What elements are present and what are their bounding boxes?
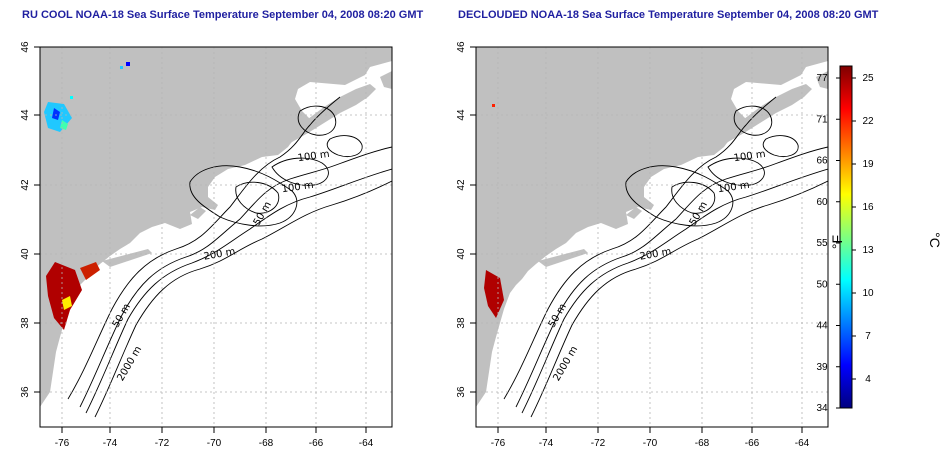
lat-tick-label: 46 (456, 41, 467, 53)
right-grid (476, 47, 828, 427)
isobath-label: 50 m (688, 200, 710, 228)
isobath-label: 2000 m (551, 344, 580, 383)
fahrenheit-tick: 34 (816, 403, 828, 414)
colorbar-celsius-ticks: 25 22 19 16 13 10 7 4 (852, 73, 874, 385)
lon-tick-label: -64 (359, 438, 374, 449)
fahrenheit-tick: 60 (816, 197, 828, 208)
lat-tick-label: 36 (20, 386, 31, 398)
lon-tick-label: -68 (695, 438, 710, 449)
isobath-label: 100 m (717, 180, 750, 195)
fahrenheit-tick: 39 (816, 362, 828, 373)
lon-tick-label: -76 (55, 438, 70, 449)
colorbar: 77 71 66 60 55 50 44 39 34 25 22 19 16 13 10 7 4 °F °C (816, 65, 943, 414)
right-map-frame (475, 46, 829, 428)
isobath-label: 100 m (281, 180, 314, 195)
lon-tick-label: -64 (795, 438, 810, 449)
isobath-label: 200 m (639, 246, 672, 262)
celsius-tick: 22 (862, 116, 874, 127)
lat-tick-label: 36 (456, 386, 467, 398)
left-map-frame (39, 46, 393, 428)
celsius-tick: 25 (862, 73, 874, 84)
left-map-title: RU COOL NOAA-18 Sea Surface Temperature … (22, 9, 424, 21)
fahrenheit-label: °F (829, 235, 845, 249)
left-grid (40, 47, 392, 427)
celsius-tick: 4 (865, 374, 871, 385)
left-sst-chesapeake (46, 262, 82, 330)
lon-tick-label: -70 (207, 438, 222, 449)
lat-tick-label: 42 (20, 179, 31, 191)
isobath-label: 200 m (203, 246, 236, 262)
lat-tick-label: 40 (20, 248, 31, 260)
lat-tick-label: 40 (456, 248, 467, 260)
fahrenheit-tick: 71 (816, 114, 828, 125)
lat-tick-label: 44 (456, 109, 467, 121)
fahrenheit-tick: 44 (816, 321, 828, 332)
isobath-label: 50 m (252, 200, 274, 228)
fahrenheit-tick: 77 (816, 73, 828, 84)
right-axis-ticks: -76 -74 -72 -70 -68 -66 -64 46 44 42 40 38 36 (456, 41, 810, 449)
left-sst-delaware (80, 262, 100, 280)
isobath-label: 100 m (297, 149, 330, 164)
right-sst-chesapeake (484, 270, 504, 318)
lon-tick-label: -66 (309, 438, 324, 449)
lon-tick-label: -74 (539, 438, 554, 449)
celsius-tick: 16 (862, 202, 874, 213)
lat-tick-label: 44 (20, 109, 31, 121)
lon-tick-label: -72 (591, 438, 606, 449)
celsius-tick: 13 (862, 245, 874, 256)
celsius-tick: 7 (865, 331, 871, 342)
lat-tick-label: 42 (456, 179, 467, 191)
fahrenheit-tick: 55 (816, 238, 828, 249)
fahrenheit-tick: 50 (816, 279, 828, 290)
lon-tick-label: -72 (155, 438, 170, 449)
left-axis-ticks: -76 -74 -72 -70 -68 -66 -64 46 44 42 40 38 36 (20, 41, 374, 449)
right-map: -76 -74 -72 -70 -68 -66 -64 46 44 42 40 38 36 100 m 1… (456, 41, 829, 449)
isobath-label: 100 m (733, 149, 766, 164)
lon-tick-label: -74 (103, 438, 118, 449)
lon-tick-label: -68 (259, 438, 274, 449)
celsius-tick: 19 (862, 159, 874, 170)
colorbar-fahrenheit-ticks: 77 71 66 60 55 50 44 39 34 (816, 73, 840, 414)
fahrenheit-tick: 66 (816, 156, 828, 167)
right-map-title: DECLOUDED NOAA-18 Sea Surface Temperatur… (458, 9, 879, 21)
lon-tick-label: -70 (643, 438, 658, 449)
colorbar-bar (839, 65, 853, 409)
lon-tick-label: -66 (745, 438, 760, 449)
celsius-label: °C (927, 232, 943, 248)
lon-tick-label: -76 (491, 438, 506, 449)
left-map: -76 -74 -72 -70 -68 -66 -64 46 44 42 40 38 36 100 m 1… (20, 41, 393, 449)
lat-tick-label: 46 (20, 41, 31, 53)
isobath-label: 2000 m (115, 344, 144, 383)
lat-tick-label: 38 (20, 317, 31, 329)
celsius-tick: 10 (862, 288, 874, 299)
lat-tick-label: 38 (456, 317, 467, 329)
